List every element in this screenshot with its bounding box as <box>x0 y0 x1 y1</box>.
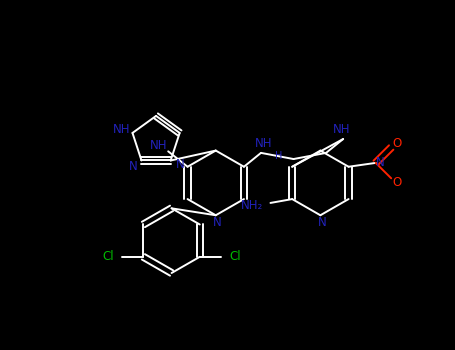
Text: O: O <box>393 137 402 150</box>
Text: NH: NH <box>113 122 131 135</box>
Text: Cl: Cl <box>230 250 241 262</box>
Text: N: N <box>376 156 385 169</box>
Text: NH: NH <box>333 123 350 136</box>
Text: H: H <box>274 151 282 161</box>
Text: N: N <box>318 216 326 230</box>
Text: Cl: Cl <box>102 250 114 262</box>
Text: NH: NH <box>255 137 273 150</box>
Text: O: O <box>393 176 402 189</box>
Text: NH: NH <box>150 139 167 152</box>
Text: N: N <box>176 158 184 171</box>
Text: N: N <box>129 160 138 173</box>
Text: N: N <box>213 216 222 230</box>
Text: NH₂: NH₂ <box>241 199 263 212</box>
